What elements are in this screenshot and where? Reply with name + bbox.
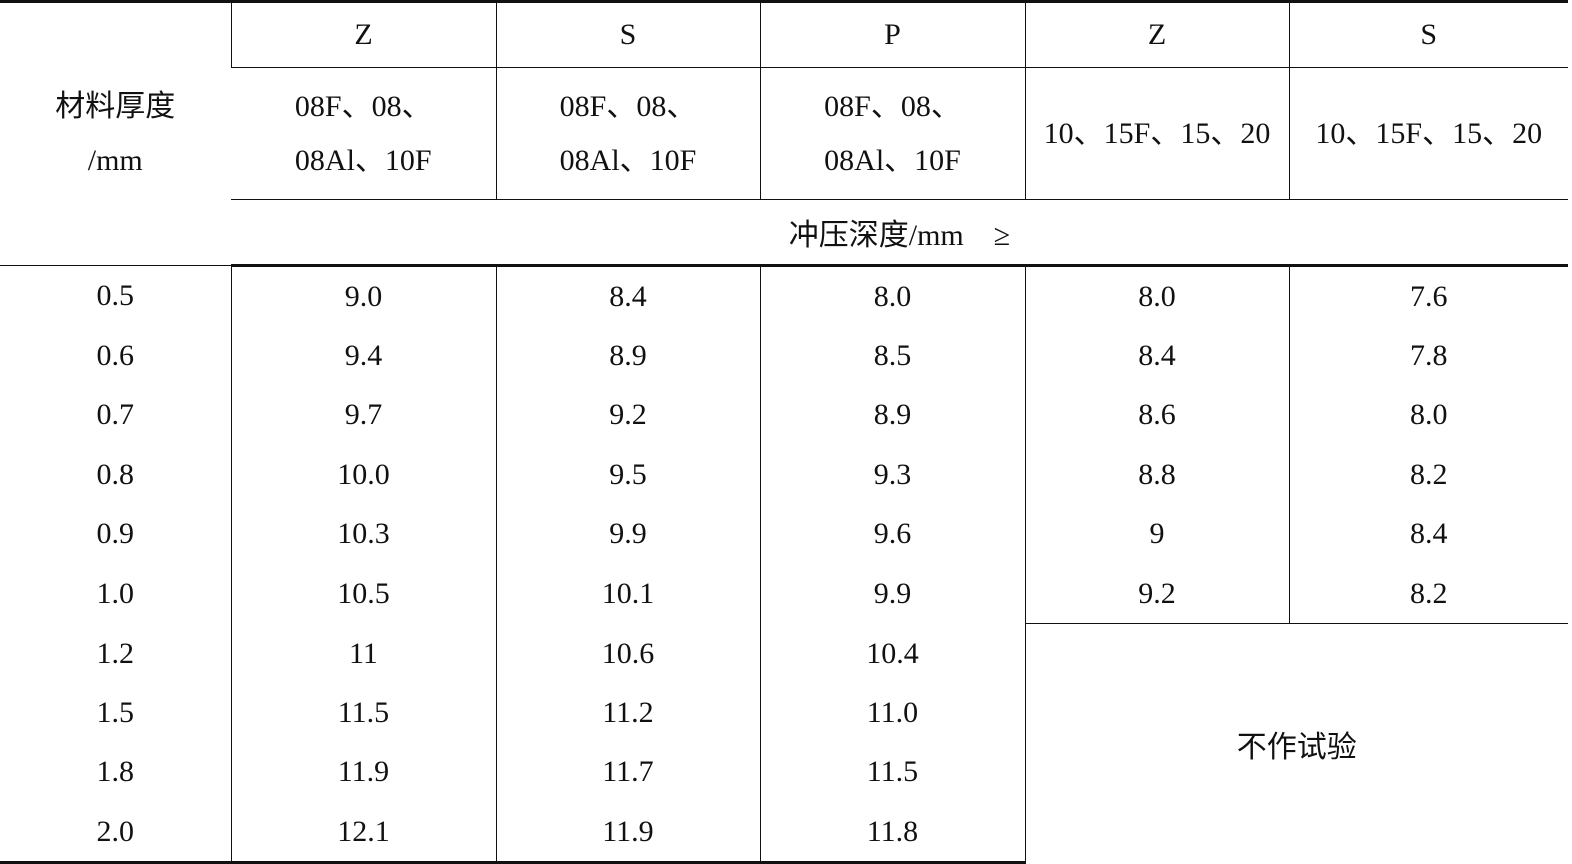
depth-cell: 8.5 bbox=[759, 326, 1025, 386]
material-header: 10、15F、15、20 bbox=[1024, 67, 1289, 200]
depth-cell: 8.0 bbox=[1288, 385, 1568, 446]
material-line: 08F、08、 bbox=[824, 89, 961, 123]
depth-cell: 8.4 bbox=[495, 265, 760, 327]
depth-cell: 8.4 bbox=[1288, 504, 1568, 564]
material-header: 08F、08、 08Al、10F bbox=[495, 67, 760, 200]
thickness-cell: 0.9 bbox=[96, 517, 135, 551]
depth-cell: 10.4 bbox=[759, 623, 1025, 684]
thickness-cell: 1.2 bbox=[96, 636, 135, 670]
depth-cell: 7.8 bbox=[1288, 326, 1568, 386]
depth-cell: 10.1 bbox=[495, 563, 760, 624]
depth-cell: 11.9 bbox=[230, 742, 496, 803]
data-row: 0.6 9.4 8.9 8.5 8.4 7.8 bbox=[0, 326, 1568, 386]
material-line: 08F、08、 bbox=[294, 89, 432, 123]
depth-cell: 8.0 bbox=[759, 265, 1025, 327]
depth-cell: 11.5 bbox=[759, 742, 1025, 803]
depth-cell: 11 bbox=[230, 623, 496, 684]
depth-cell: 10.6 bbox=[495, 623, 760, 684]
material-line: 08Al、10F bbox=[824, 143, 961, 177]
depth-cell: 8.2 bbox=[1288, 445, 1568, 505]
data-row: 0.5 9.0 8.4 8.0 8.0 7.6 bbox=[0, 265, 1568, 327]
depth-cell: 9.9 bbox=[759, 563, 1025, 624]
grade-header: Z bbox=[1024, 0, 1289, 68]
grade-header: Z bbox=[230, 0, 496, 68]
corner-unit: /mm bbox=[87, 144, 143, 177]
depth-cell: 11.9 bbox=[495, 802, 760, 864]
data-row: 0.9 10.3 9.9 9.6 9 8.4 bbox=[0, 504, 1568, 564]
depth-cell: 11.2 bbox=[495, 683, 760, 743]
material-line: 08F、08、 bbox=[559, 89, 697, 123]
depth-cell: 8.4 bbox=[1024, 326, 1289, 386]
data-row: 1.5 11.5 11.2 11.0 bbox=[0, 683, 1568, 743]
depth-cell: 8.9 bbox=[759, 385, 1025, 446]
depth-cell: 9.2 bbox=[495, 385, 760, 446]
thickness-cell: 0.5 bbox=[96, 279, 135, 313]
depth-cell: 10.0 bbox=[230, 445, 496, 505]
depth-cell: 11.5 bbox=[230, 683, 496, 743]
depth-cell: 11.7 bbox=[495, 742, 760, 803]
data-row: 1.8 11.9 11.7 11.5 bbox=[0, 742, 1568, 803]
depth-cell: 9.4 bbox=[230, 326, 496, 386]
depth-cell: 8.0 bbox=[1024, 265, 1289, 327]
depth-cell: 8.6 bbox=[1024, 385, 1289, 446]
data-row: 1.2 11 10.6 10.4 不作试验 bbox=[0, 623, 1568, 863]
corner-text: 材料厚度 bbox=[55, 90, 176, 123]
material-header: 08F、08、 08Al、10F bbox=[759, 67, 1025, 200]
material-line: 08Al、10F bbox=[559, 143, 697, 177]
depth-cell: 10.3 bbox=[230, 504, 496, 564]
depth-header: 冲压深度/mm ≥ bbox=[231, 199, 1568, 267]
depth-cell: 8.2 bbox=[1288, 563, 1568, 625]
thickness-cell: 1.0 bbox=[96, 576, 135, 610]
depth-cell: 9.6 bbox=[759, 504, 1025, 564]
thickness-cell: 0.6 bbox=[96, 339, 135, 373]
corner-cell: 材料厚度/mm bbox=[0, 0, 231, 266]
depth-cell: 11.8 bbox=[759, 802, 1025, 864]
grade-header: P bbox=[759, 0, 1025, 68]
depth-cell: 9.9 bbox=[495, 504, 760, 564]
depth-cell: 12.1 bbox=[230, 802, 496, 864]
thickness-cell: 1.5 bbox=[96, 695, 135, 729]
thickness-cell: 1.8 bbox=[96, 755, 135, 789]
thickness-cell: 0.7 bbox=[96, 398, 135, 432]
thickness-cell: 2.0 bbox=[0, 802, 231, 864]
depth-cell: 11.0 bbox=[759, 683, 1025, 743]
material-line: 10、15F、15、20 bbox=[1315, 116, 1543, 150]
thickness-cell: 0.8 bbox=[96, 457, 135, 491]
material-line: 08Al、10F bbox=[294, 143, 432, 177]
data-row: 2.0 12.1 11.9 11.8 bbox=[0, 802, 1568, 864]
depth-cell: 9 bbox=[1024, 504, 1289, 564]
depth-cell: 9.5 bbox=[495, 445, 760, 505]
depth-cell: 7.6 bbox=[1288, 265, 1568, 327]
material-header: 10、15F、15、20 bbox=[1288, 67, 1568, 200]
data-row: 0.7 9.7 9.2 8.9 8.6 8.0 bbox=[0, 385, 1568, 446]
depth-cell: 10.5 bbox=[230, 563, 496, 624]
depth-cell: 9.0 bbox=[230, 265, 496, 327]
depth-cell: 9.2 bbox=[1024, 563, 1289, 625]
data-row: 1.0 10.5 10.1 9.9 9.2 8.2 bbox=[0, 563, 1568, 625]
material-header: 08F、08、 08Al、10F bbox=[231, 67, 496, 200]
depth-cell: 9.7 bbox=[230, 385, 496, 446]
depth-cell: 8.8 bbox=[1024, 445, 1289, 505]
note-cell: 不作试验 bbox=[1024, 623, 1568, 863]
data-row: 0.8 10.0 9.5 9.3 8.8 8.2 bbox=[0, 445, 1568, 505]
material-line: 10、15F、15、20 bbox=[1043, 116, 1271, 150]
grade-header: S bbox=[495, 0, 760, 68]
grade-header: S bbox=[1288, 0, 1568, 68]
depth-cell: 9.3 bbox=[759, 445, 1025, 505]
depth-cell: 8.9 bbox=[495, 326, 760, 386]
